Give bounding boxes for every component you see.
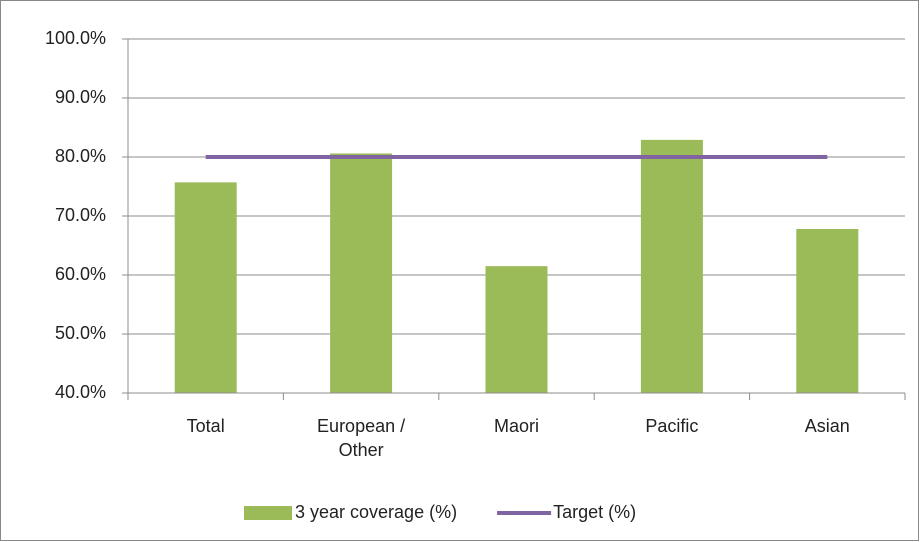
bar: [796, 228, 859, 393]
bar: [174, 182, 237, 393]
x-tick-label: European / Other: [317, 416, 406, 460]
legend-label: 3 year coverage (%): [295, 502, 457, 522]
y-tick-label: 60.0%: [55, 264, 106, 284]
y-tick-label: 80.0%: [55, 146, 106, 166]
x-tick-label: Total: [186, 416, 225, 436]
y-tick-label: 70.0%: [55, 205, 106, 225]
y-tick-label: 100.0%: [45, 28, 106, 48]
y-tick-label: 90.0%: [55, 87, 106, 107]
x-tick-label: Pacific: [645, 416, 699, 436]
legend-label: Target (%): [553, 502, 636, 522]
bar: [330, 153, 393, 393]
x-tick-label: Asian: [804, 416, 850, 436]
bar: [640, 139, 703, 393]
x-tick-label: Maori: [493, 416, 539, 436]
y-tick-label: 50.0%: [55, 323, 106, 343]
y-tick-label: 40.0%: [55, 382, 106, 402]
legend-swatch: [244, 506, 292, 520]
bar: [485, 266, 548, 393]
